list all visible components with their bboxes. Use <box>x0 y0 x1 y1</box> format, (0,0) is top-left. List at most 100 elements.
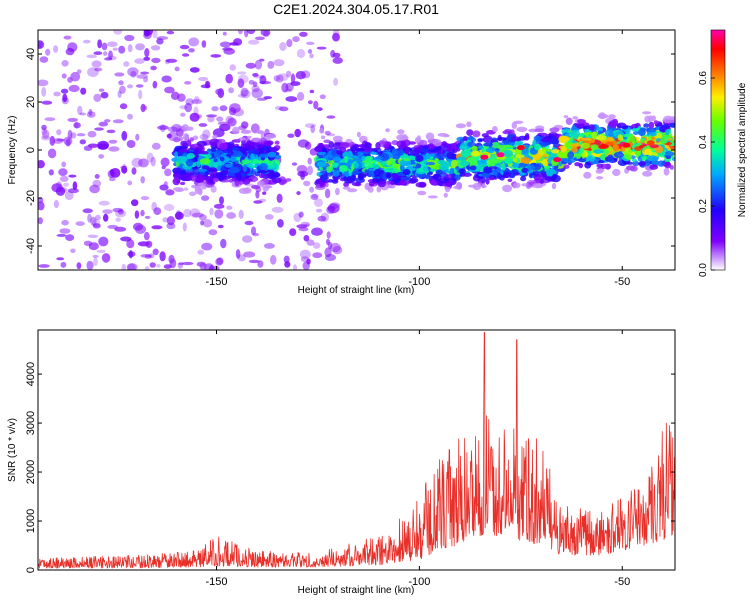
heatmap-blob <box>166 222 176 230</box>
heatmap-blob <box>663 151 675 157</box>
heatmap-blob <box>254 59 263 70</box>
heatmap-blob <box>516 140 524 146</box>
x-tick-label: -50 <box>614 576 630 588</box>
heatmap-blob <box>91 60 102 68</box>
heatmap-blob <box>112 119 124 124</box>
heatmap-blob <box>520 176 527 182</box>
heatmap-blob <box>411 167 416 171</box>
heatmap-blob <box>570 143 581 147</box>
heatmap-blob <box>213 158 218 163</box>
heatmap-blob <box>518 171 525 176</box>
heatmap-blob <box>250 170 257 175</box>
heatmap-blob <box>504 157 513 165</box>
heatmap-blob <box>593 149 604 154</box>
heatmap-blob <box>248 79 255 85</box>
heatmap-hotspot <box>622 142 631 148</box>
heatmap-blob <box>218 143 228 151</box>
heatmap-blob <box>297 91 305 101</box>
heatmap-blob <box>638 161 646 167</box>
heatmap-blob <box>597 130 603 135</box>
heatmap-blob <box>206 114 218 118</box>
heatmap-blob <box>149 262 156 268</box>
heatmap-blob <box>108 50 113 60</box>
heatmap-blob <box>114 72 125 77</box>
heatmap-blob <box>98 236 109 247</box>
heatmap-blob <box>219 156 225 162</box>
heatmap-blob <box>608 114 616 119</box>
heatmap-blob <box>79 112 87 116</box>
heatmap-blob <box>227 141 235 149</box>
heatmap-blob <box>245 144 256 151</box>
heatmap-blob <box>339 165 348 172</box>
heatmap-blob <box>87 213 92 223</box>
heatmap-blob <box>152 248 159 256</box>
heatmap-blob <box>545 148 552 152</box>
heatmap-blob <box>367 186 374 193</box>
heatmap-blob <box>312 242 321 249</box>
heatmap-blob <box>234 172 240 177</box>
heatmap-blob <box>127 67 139 77</box>
heatmap-blob <box>254 36 265 41</box>
heatmap-blob <box>185 126 194 131</box>
heatmap-blob <box>293 264 297 270</box>
heatmap-blob <box>642 170 653 177</box>
heatmap-blob <box>263 243 275 249</box>
heatmap-blob <box>126 263 138 270</box>
heatmap-blob <box>145 240 153 248</box>
y-tick-label: 4000 <box>25 362 37 386</box>
heatmap-blob <box>94 127 104 131</box>
heatmap-blob <box>179 105 188 110</box>
heatmap-blob <box>225 115 234 124</box>
heatmap-blob <box>234 180 240 187</box>
heatmap-blob <box>244 179 250 183</box>
heatmap-blob <box>238 137 246 141</box>
heatmap-blob <box>67 42 78 52</box>
heatmap-blob <box>306 239 315 246</box>
heatmap-blob <box>130 70 137 78</box>
heatmap-blob <box>345 138 353 143</box>
heatmap-blob <box>314 198 323 208</box>
heatmap-blob <box>108 177 116 182</box>
heatmap-blob <box>67 188 79 194</box>
y-tick-label: 2000 <box>25 460 37 484</box>
heatmap-y-label: Frequency (Hz) <box>7 116 18 185</box>
heatmap-blob <box>446 180 455 185</box>
heatmap-blob <box>533 174 542 181</box>
heatmap-blob <box>89 184 100 194</box>
heatmap-blob <box>296 191 301 196</box>
heatmap-blob <box>485 147 495 154</box>
heatmap-blob <box>246 30 256 35</box>
snr-y-ticks: 0 1000 2000 3000 4000 <box>25 362 675 573</box>
heatmap-blob <box>219 41 232 48</box>
heatmap-blob <box>361 156 366 161</box>
heatmap-blob <box>132 222 144 231</box>
heatmap-blob <box>436 170 441 174</box>
heatmap-blob <box>649 131 657 137</box>
heatmap-blob <box>127 113 133 120</box>
heatmap-blob <box>41 100 53 105</box>
heatmap-blob <box>248 39 260 45</box>
heatmap-blob <box>259 173 264 179</box>
y-tick-label: 1000 <box>25 509 37 533</box>
y-tick-label: 0 <box>25 567 37 573</box>
heatmap-blob <box>259 153 270 158</box>
heatmap-blob <box>97 140 109 150</box>
heatmap-blob <box>565 117 573 125</box>
heatmap-blob <box>263 140 273 147</box>
heatmap-blob <box>470 150 481 157</box>
heatmap-blob <box>238 30 243 35</box>
heatmap-blob <box>248 259 260 264</box>
heatmap-blob <box>333 77 338 86</box>
heatmap-blob <box>143 76 149 83</box>
heatmap-blob <box>321 175 328 181</box>
heatmap-blob <box>63 136 73 146</box>
heatmap-blob <box>310 124 316 134</box>
heatmap-blob <box>193 96 200 104</box>
heatmap-blob <box>166 133 172 139</box>
heatmap-blob <box>521 157 531 164</box>
heatmap-blob <box>653 120 659 125</box>
heatmap-blob <box>160 157 170 167</box>
heatmap-blob <box>559 136 570 142</box>
heatmap-blob <box>488 177 495 181</box>
